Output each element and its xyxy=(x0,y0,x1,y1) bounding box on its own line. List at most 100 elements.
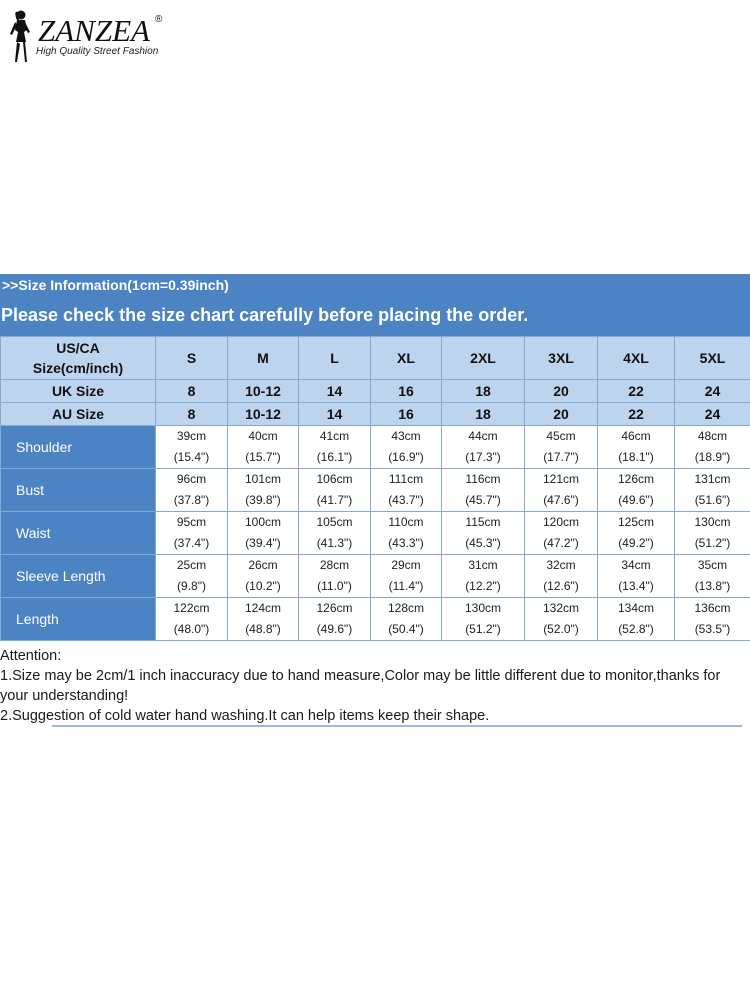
measurement-cm: 48cm xyxy=(697,429,728,443)
size-header-cell: M xyxy=(227,336,299,380)
au-size-row-cell: 24 xyxy=(674,402,750,426)
measurement-label: Sleeve Length xyxy=(0,554,156,598)
size-header-cell: S xyxy=(155,336,228,380)
measurement-cell: 32cm (12.6") xyxy=(524,554,598,598)
measurement-cm: 136cm xyxy=(694,601,731,615)
measurement-cm: 120cm xyxy=(542,515,580,529)
brand-logo: ZANZEA ® High Quality Street Fashion xyxy=(8,8,168,66)
measurement-inch: (45.7") xyxy=(465,493,501,507)
measurement-cm: 132cm xyxy=(542,601,580,615)
measurement-cell: 34cm (13.4") xyxy=(597,554,675,598)
measurement-inch: (12.6") xyxy=(543,579,579,593)
measurement-inch: (49.6") xyxy=(316,622,353,636)
measurement-row: Sleeve Length 25cm (9.8") 26cm (10.2") 28cm (1… xyxy=(0,554,750,598)
uk-size-row-cell: 14 xyxy=(298,379,371,403)
au-size-row-cell: 10-12 xyxy=(227,402,299,426)
au-size-row-cell: 18 xyxy=(441,402,525,426)
measurement-cell: 45cm (17.7") xyxy=(524,425,598,469)
measurement-inch: (48.8") xyxy=(245,622,281,636)
measurement-cm: 31cm xyxy=(468,558,498,572)
au-size-row-cell: 8 xyxy=(155,402,228,426)
measurement-cell: 95cm (37.4") xyxy=(155,511,228,555)
measurement-cm: 43cm xyxy=(391,429,421,443)
size-header-label-line1: US/CA xyxy=(56,340,100,356)
measurement-inch: (48.0") xyxy=(173,622,210,636)
measurement-cm: 130cm xyxy=(694,515,731,529)
measurement-cell: 40cm (15.7") xyxy=(227,425,299,469)
measurement-cm: 124cm xyxy=(244,601,282,615)
measurement-cm: 111cm xyxy=(388,472,424,486)
measurement-inch: (37.8") xyxy=(173,493,210,507)
measurement-cm: 110cm xyxy=(388,515,424,529)
measurement-inch: (41.3") xyxy=(316,536,353,550)
size-header-cell: 3XL xyxy=(524,336,598,380)
measurement-cm: 25cm xyxy=(176,558,207,572)
measurement-inch: (43.3") xyxy=(388,536,424,550)
measurement-row: Shoulder 39cm (15.4") 40cm (15.7") 41cm (16.1"… xyxy=(0,425,750,469)
measurement-inch: (18.1") xyxy=(618,450,654,464)
measurement-inch: (51.2") xyxy=(465,622,501,636)
measurement-cell: 29cm (11.4") xyxy=(370,554,442,598)
measurement-cell: 122cm (48.0") xyxy=(155,597,228,641)
measurement-cm: 46cm xyxy=(621,429,651,443)
attention-note-2: 2.Suggestion of cold water hand washing.… xyxy=(0,708,490,724)
measurement-cell: 130cm (51.2") xyxy=(441,597,525,641)
measurement-cell: 116cm (45.7") xyxy=(441,468,525,512)
measurement-inch: (17.3") xyxy=(465,450,501,464)
measurement-cell: 132cm (52.0") xyxy=(524,597,598,641)
measurement-cell: 134cm (52.8") xyxy=(597,597,675,641)
measurement-cm: 45cm xyxy=(546,429,576,443)
measurement-inch: (52.0") xyxy=(543,622,579,636)
size-header-label-line2: Size(cm/inch) xyxy=(32,360,124,376)
measurement-label: Bust xyxy=(0,468,156,512)
au-size-row-cell: 20 xyxy=(524,402,598,426)
measurement-cell: 43cm (16.9") xyxy=(370,425,442,469)
measurement-inch: (43.7") xyxy=(388,493,424,507)
measurement-cm: 95cm xyxy=(176,515,207,529)
measurement-inch: (37.4") xyxy=(173,536,210,550)
uk-size-row-cell: 20 xyxy=(524,379,598,403)
attention-title: Attention: xyxy=(0,648,62,664)
measurement-inch: (49.2") xyxy=(618,536,654,550)
measurement-inch: (18.9") xyxy=(694,450,731,464)
measurement-cm: 128cm xyxy=(387,601,425,615)
divider xyxy=(52,725,742,727)
measurement-label: Length xyxy=(0,597,156,641)
size-header-cell: 4XL xyxy=(597,336,675,380)
au-size-row-cell: 16 xyxy=(370,402,442,426)
measurement-cell: 125cm (49.2") xyxy=(597,511,675,555)
measurement-inch: (47.6") xyxy=(543,493,579,507)
measurement-cm: 105cm xyxy=(316,515,353,529)
size-info-title: >>Size Information(1cm=0.39inch) xyxy=(2,277,229,293)
measurement-cm: 40cm xyxy=(248,429,278,443)
measurement-cell: 26cm (10.2") xyxy=(227,554,299,598)
measurement-cm: 134cm xyxy=(617,601,655,615)
measurement-inch: (10.2") xyxy=(245,579,281,593)
uk-size-row-cell: 10-12 xyxy=(227,379,299,403)
measurement-cm: 130cm xyxy=(464,601,502,615)
uk-size-row-cell: 22 xyxy=(597,379,675,403)
attention-notes: Attention: 1.Size may be 2cm/1 inch inac… xyxy=(0,646,750,726)
measurement-cell: 120cm (47.2") xyxy=(524,511,598,555)
measurement-cell: 136cm (53.5") xyxy=(674,597,750,641)
size-check-notice: Please check the size chart carefully be… xyxy=(1,305,529,325)
au-size-row: AU Size 8 10-12 14 16 18 20 22 24 xyxy=(0,402,750,426)
uk-size-row-cell: 18 xyxy=(441,379,525,403)
measurement-inch: (51.2") xyxy=(694,536,731,550)
measurement-inch: (39.8") xyxy=(245,493,281,507)
measurement-cell: 105cm (41.3") xyxy=(298,511,371,555)
au-size-row-label: AU Size xyxy=(0,402,156,426)
measurement-cm: 116cm xyxy=(465,472,501,486)
measurement-cell: 101cm (39.8") xyxy=(227,468,299,512)
measurement-cell: 115cm (45.3") xyxy=(441,511,525,555)
au-size-row-cell: 22 xyxy=(597,402,675,426)
registered-mark: ® xyxy=(155,14,163,25)
measurement-inch: (49.6") xyxy=(618,493,654,507)
measurement-cm: 100cm xyxy=(244,515,282,529)
measurement-inch: (11.4") xyxy=(388,579,424,593)
brand-tagline: High Quality Street Fashion xyxy=(36,46,159,57)
size-header-cell: 2XL xyxy=(441,336,525,380)
measurement-cell: 124cm (48.8") xyxy=(227,597,299,641)
measurement-inch: (50.4") xyxy=(388,622,424,636)
measurement-row: Bust 96cm (37.8") 101cm (39.8") 106cm (41.7") 1… xyxy=(0,468,750,512)
